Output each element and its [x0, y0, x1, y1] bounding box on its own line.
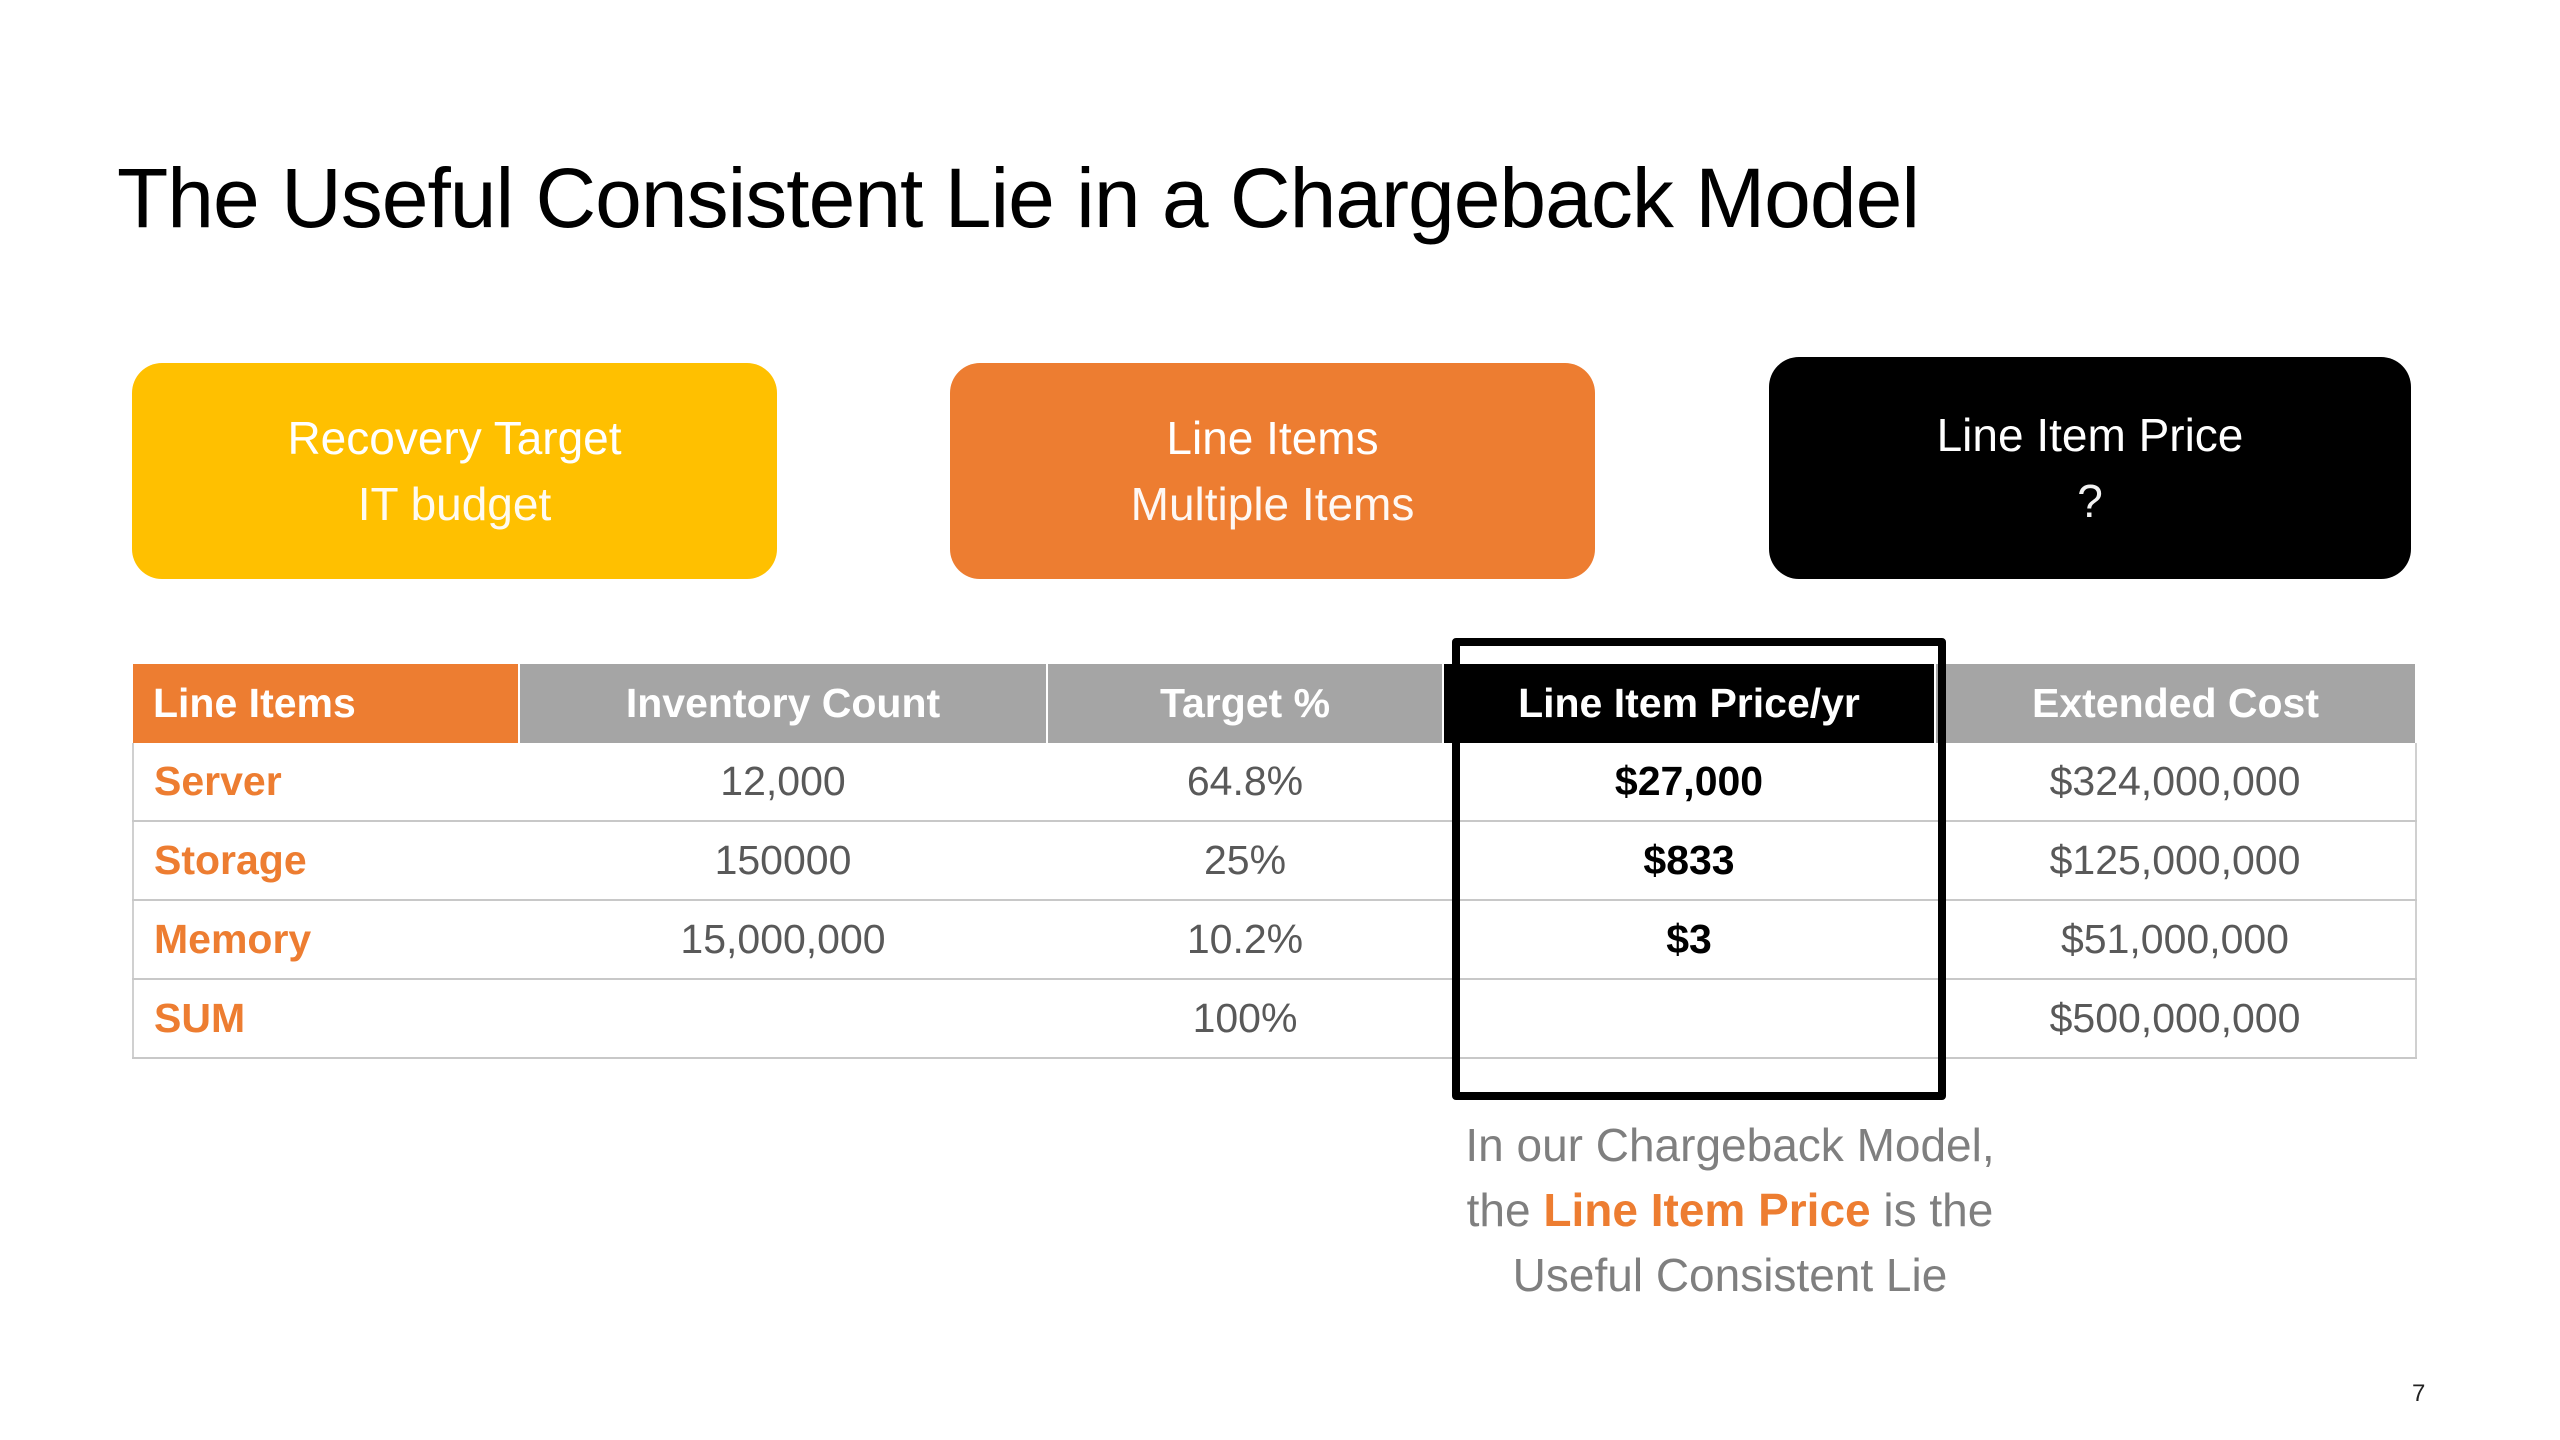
table-row-sum: SUM 100% $500,000,000 — [132, 979, 2417, 1059]
table-row: Server 12,000 64.8% $27,000 $324,000,000 — [132, 743, 2417, 822]
header-target-percent: Target % — [1047, 664, 1444, 743]
line-item-price-subtitle: ? — [2077, 475, 2103, 527]
row-extended-cost: $324,000,000 — [1935, 743, 2417, 822]
page-number: 7 — [2412, 1380, 2426, 1407]
header-line-items: Line Items — [133, 664, 520, 743]
chargeback-table: Line Items Inventory Count Target % Line… — [132, 664, 2417, 1059]
caption-line-2-post: is the — [1870, 1184, 1994, 1236]
line-item-price-title: Line Item Price — [1936, 409, 2244, 461]
table-header-row: Line Items Inventory Count Target % Line… — [133, 664, 2417, 743]
slide-title: The Useful Consistent Lie in a Chargebac… — [117, 151, 1920, 245]
caption-accent: Line Item Price — [1543, 1184, 1871, 1236]
line-item-price-box: Line Item Price ? — [1769, 357, 2411, 579]
row-inventory-count: 150000 — [519, 821, 1047, 901]
row-line-item-price — [1443, 979, 1935, 1059]
line-items-subtitle: Multiple Items — [1130, 478, 1415, 530]
row-item-label: Memory — [132, 900, 519, 980]
row-target-percent: 64.8% — [1047, 743, 1443, 822]
recovery-target-title: Recovery Target — [287, 412, 622, 464]
line-items-box: Line Items Multiple Items — [950, 363, 1595, 579]
recovery-target-box: Recovery Target IT budget — [132, 363, 777, 579]
caption-line-1: In our Chargeback Model, — [1465, 1119, 1995, 1171]
line-items-title: Line Items — [1166, 412, 1379, 464]
row-extended-cost: $125,000,000 — [1935, 821, 2417, 901]
row-extended-cost: $51,000,000 — [1935, 900, 2417, 980]
header-extended-cost: Extended Cost — [1935, 664, 2417, 743]
caption-line-2-pre: the — [1466, 1184, 1544, 1236]
row-target-percent: 100% — [1047, 979, 1443, 1059]
recovery-target-subtitle: IT budget — [357, 478, 552, 530]
row-extended-cost: $500,000,000 — [1935, 979, 2417, 1059]
header-line-item-price: Line Item Price/yr — [1443, 664, 1936, 743]
row-inventory-count: 15,000,000 — [519, 900, 1047, 980]
row-inventory-count — [519, 979, 1047, 1059]
row-inventory-count: 12,000 — [519, 743, 1047, 822]
row-line-item-price: $3 — [1443, 900, 1935, 980]
caption-line-3: Useful Consistent Lie — [1512, 1249, 1948, 1301]
caption-line-2: the Line Item Price is the — [1380, 1178, 2080, 1243]
row-item-label: Server — [132, 743, 519, 822]
row-item-label: SUM — [132, 979, 519, 1059]
header-inventory-count: Inventory Count — [519, 664, 1048, 743]
row-line-item-price: $27,000 — [1443, 743, 1935, 822]
caption: In our Chargeback Model, the Line Item P… — [1380, 1113, 2080, 1308]
row-target-percent: 25% — [1047, 821, 1443, 901]
row-item-label: Storage — [132, 821, 519, 901]
table-row: Storage 150000 25% $833 $125,000,000 — [132, 821, 2417, 901]
row-line-item-price: $833 — [1443, 821, 1935, 901]
row-target-percent: 10.2% — [1047, 900, 1443, 980]
table-row: Memory 15,000,000 10.2% $3 $51,000,000 — [132, 900, 2417, 980]
